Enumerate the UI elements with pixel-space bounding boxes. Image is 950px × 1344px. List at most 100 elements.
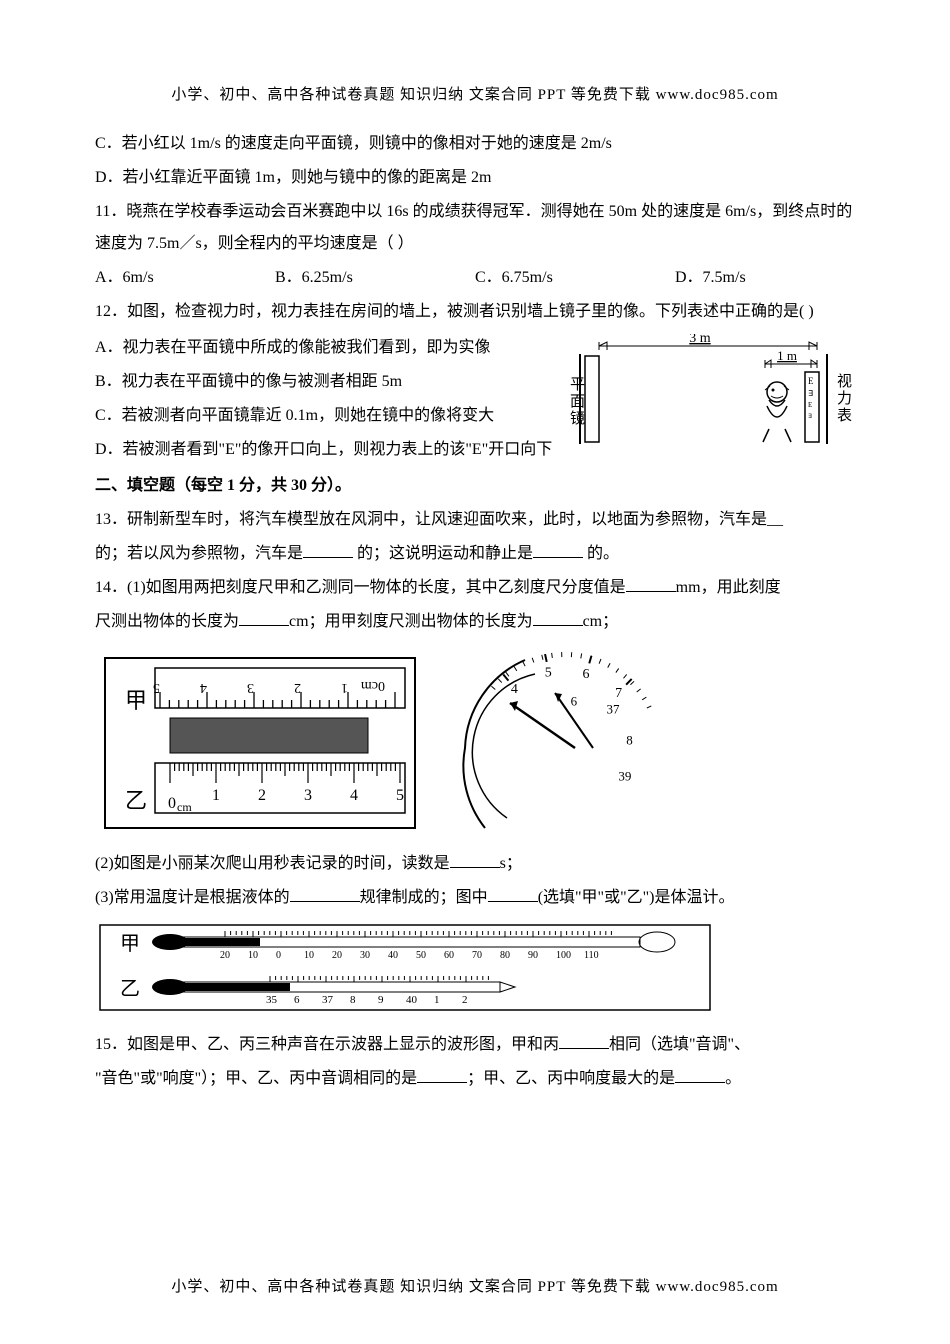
svg-text:4: 4 [200, 680, 207, 695]
q10-option-d: D．若小红靠近平面镜 1m，则她与镜中的像的距离是 2m [95, 162, 855, 194]
svg-text:80: 80 [500, 950, 510, 961]
q12-body: A．视力表在平面镜中所成的像能被我们看到，即为实像 B．视力表在平面镜中的像与被… [95, 330, 855, 468]
section-2-heading: 二、填空题（每空 1 分，共 30 分）。 [95, 470, 855, 502]
q12-c: C．若被测者向平面镜靠近 0.1m，则她在镜中的像将变大 [95, 400, 557, 432]
blank [417, 1065, 467, 1083]
svg-text:50: 50 [416, 950, 426, 961]
q14-1: 14．(1)如图用两把刻度尺甲和乙测同一物体的长度，其中乙刻度尺分度值是mm，用… [95, 572, 855, 604]
svg-text:1 m: 1 m [777, 348, 797, 363]
svg-text:力: 力 [837, 390, 852, 407]
svg-text:30: 30 [360, 950, 370, 961]
svg-text:表: 表 [837, 407, 852, 424]
svg-text:2: 2 [258, 787, 266, 804]
svg-text:4: 4 [350, 787, 358, 804]
svg-text:0: 0 [276, 950, 281, 961]
svg-text:E: E [808, 401, 812, 409]
q11-d: D．7.5m/s [675, 262, 835, 294]
svg-text:6: 6 [294, 994, 300, 1006]
blank [533, 608, 583, 626]
svg-text:3: 3 [304, 787, 312, 804]
q15-cont: "音色"或"响度"）；甲、乙、丙中音调相同的是；甲、乙、丙中响度最大的是。 [95, 1063, 855, 1095]
svg-text:5: 5 [153, 680, 160, 695]
svg-text:1: 1 [434, 994, 440, 1006]
svg-text:110: 110 [584, 950, 599, 961]
q12-d: D．若被测者看到"E"的像开口向上，则视力表上的该"E"开口向下 [95, 434, 557, 466]
svg-text:∃: ∃ [808, 413, 812, 420]
svg-text:37: 37 [607, 702, 621, 717]
page-header: 小学、初中、高中各种试卷真题 知识归纳 文案合同 PPT 等免费下载 www.d… [95, 80, 855, 110]
q11-stem: 11．晓燕在学校春季运动会百米赛跑中以 16s 的成绩获得冠军．测得她在 50m… [95, 196, 855, 260]
svg-text:3 m: 3 m [689, 334, 711, 346]
svg-text:6: 6 [582, 667, 589, 682]
blank [290, 884, 360, 902]
svg-text:7: 7 [615, 686, 622, 701]
q11-options: A．6m/s B．6.25m/s C．6.75m/s D．7.5m/s [95, 262, 855, 294]
q14-2: (2)如图是小丽某次爬山用秒表记录的时间，读数是s； [95, 848, 855, 880]
svg-text:5: 5 [545, 666, 552, 681]
svg-text:2: 2 [462, 994, 468, 1006]
q12-figure: 平 面 镜 3 m 1 m E ∃ [565, 334, 855, 454]
svg-text:10: 10 [304, 950, 314, 961]
svg-text:甲: 甲 [120, 933, 140, 955]
svg-text:39: 39 [618, 769, 631, 784]
svg-text:甲: 甲 [125, 688, 147, 713]
svg-text:∃: ∃ [808, 389, 813, 398]
svg-text:视: 视 [837, 373, 852, 390]
q12-a: A．视力表在平面镜中所成的像能被我们看到，即为实像 [95, 332, 557, 364]
blank [559, 1031, 609, 1049]
q13-cont: 的；若以风为参照物，汽车是 的；这说明运动和静止是 的。 [95, 538, 855, 570]
q14-figures: 甲 1 2 3 4 5 0cm 乙 1 2 3 4 5 0 cm 4 5 6 7 6 37 8 39 [95, 648, 855, 838]
svg-text:1: 1 [212, 787, 220, 804]
q11-a: A．6m/s [95, 262, 275, 294]
svg-text:0cm: 0cm [361, 678, 385, 693]
svg-text:1: 1 [341, 680, 348, 695]
svg-text:E: E [808, 376, 814, 386]
q13: 13．研制新型车时，将汽车模型放在风洞中，让风速迎面吹来，此时，以地面为参照物，… [95, 504, 855, 536]
svg-text:90: 90 [528, 950, 538, 961]
svg-text:60: 60 [444, 950, 454, 961]
ruler-figure: 甲 1 2 3 4 5 0cm 乙 1 2 3 4 5 0 cm [95, 648, 425, 838]
svg-text:乙: 乙 [125, 788, 147, 813]
svg-text:100: 100 [556, 950, 571, 961]
svg-text:35: 35 [266, 994, 278, 1006]
blank [533, 540, 583, 558]
svg-text:镜: 镜 [570, 409, 585, 427]
svg-text:8: 8 [626, 733, 633, 748]
svg-text:40: 40 [406, 994, 418, 1006]
svg-text:20: 20 [332, 950, 342, 961]
svg-text:乙: 乙 [120, 978, 140, 1000]
blank [450, 850, 500, 868]
svg-text:10: 10 [248, 950, 258, 961]
svg-text:4: 4 [511, 682, 518, 697]
q12-stem: 12．如图，检查视力时，视力表挂在房间的墙上，被测者识别墙上镜子里的像。下列表述… [95, 296, 855, 328]
blank [239, 608, 289, 626]
svg-text:20: 20 [220, 950, 230, 961]
blank [303, 540, 353, 558]
svg-text:9: 9 [378, 994, 384, 1006]
svg-text:2: 2 [294, 680, 301, 695]
svg-text:5: 5 [396, 787, 404, 804]
svg-text:3: 3 [247, 680, 254, 695]
svg-text:8: 8 [350, 994, 356, 1006]
thermometer-figure: 甲 20100102030405060708090100110 乙 356378… [95, 920, 855, 1015]
svg-text:cm: cm [177, 800, 192, 814]
svg-text:70: 70 [472, 950, 482, 961]
blank [675, 1065, 725, 1083]
svg-text:0: 0 [168, 795, 176, 812]
q11-b: B．6.25m/s [275, 262, 475, 294]
q15: 15．如图是甲、乙、丙三种声音在示波器上显示的波形图，甲和丙相同（选填"音调"、 [95, 1029, 855, 1061]
blank [626, 574, 676, 592]
svg-text:面: 面 [570, 394, 585, 410]
q11-c: C．6.75m/s [475, 262, 675, 294]
page-footer: 小学、初中、高中各种试卷真题 知识归纳 文案合同 PPT 等免费下载 www.d… [0, 1272, 950, 1302]
q14-1-cont: 尺测出物体的长度为cm；用甲刻度尺测出物体的长度为cm； [95, 606, 855, 638]
svg-text:40: 40 [388, 950, 398, 961]
svg-text:6: 6 [571, 694, 578, 709]
blank [488, 884, 538, 902]
mirror-label: 平 [570, 377, 585, 393]
stopwatch-figure: 4 5 6 7 6 37 8 39 [455, 648, 655, 838]
q10-option-c: C．若小红以 1m/s 的速度走向平面镜，则镜中的像相对于她的速度是 2m/s [95, 128, 855, 160]
q14-3: (3)常用温度计是根据液体的规律制成的；图中(选填"甲"或"乙")是体温计。 [95, 882, 855, 914]
svg-text:37: 37 [322, 994, 334, 1006]
q12-b: B．视力表在平面镜中的像与被测者相距 5m [95, 366, 557, 398]
